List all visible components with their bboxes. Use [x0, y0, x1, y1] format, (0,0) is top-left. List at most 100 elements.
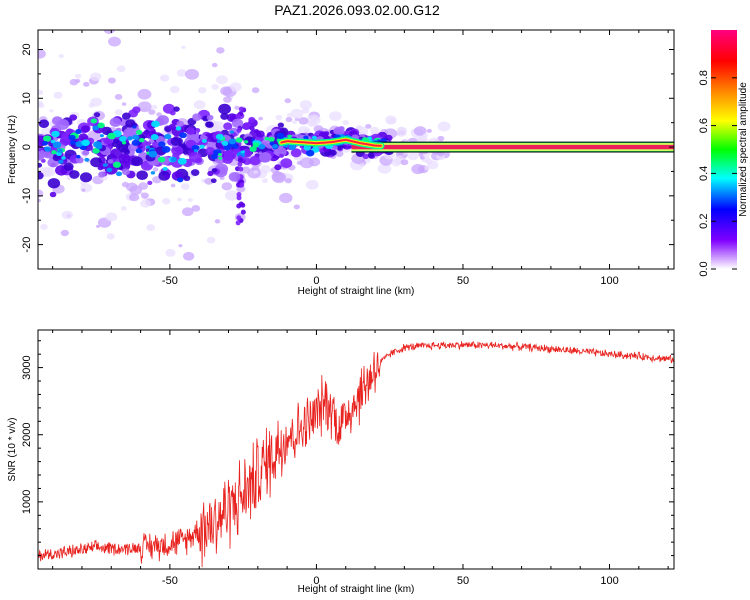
heatmap-cell — [116, 65, 126, 73]
heatmap-cell — [43, 135, 52, 142]
heatmap-cell — [117, 141, 131, 153]
y-tick-label: 3000 — [21, 355, 33, 379]
heatmap-cell — [57, 148, 63, 153]
heatmap-cell — [299, 100, 312, 110]
heatmap-cell — [418, 153, 424, 157]
heatmap-cell — [362, 153, 370, 160]
heatmap-cell — [195, 157, 203, 164]
heatmap-cell — [176, 120, 184, 127]
heatmap-cell — [273, 150, 279, 155]
heatmap-cell — [150, 133, 159, 140]
heatmap-cell — [303, 128, 310, 134]
heatmap-cell — [234, 105, 240, 110]
heatmap-cell — [240, 150, 245, 154]
colorbar — [711, 30, 737, 269]
heatmap-cell — [53, 91, 63, 99]
snr-line-plot — [38, 340, 674, 568]
heatmap-cell — [131, 139, 140, 146]
heatmap-cell — [216, 47, 225, 54]
heatmap-cell — [268, 136, 275, 142]
heatmap-cell — [135, 148, 143, 154]
heatmap-cell — [38, 89, 44, 96]
y-tick-label: 1000 — [21, 490, 33, 514]
heatmap-cell — [118, 153, 131, 164]
heatmap-cell — [170, 183, 176, 188]
heatmap-cell — [103, 30, 115, 34]
heatmap-cell — [274, 164, 282, 171]
heatmap-cell — [109, 117, 122, 128]
heatmap-cell — [391, 159, 402, 167]
heatmap-cell — [74, 73, 82, 79]
heatmap-cell — [369, 126, 380, 134]
heatmap-cell — [60, 229, 70, 237]
heatmap-cell — [178, 244, 183, 248]
colorbar-axes: 0.0 0.2 0.4 0.6 0.8 Normalized spectral ampli… — [698, 70, 749, 276]
y-axis-label: SNR (10 * v/v) — [7, 418, 18, 482]
heatmap-cell — [51, 150, 57, 155]
heatmap-cell — [132, 106, 141, 114]
heatmap-cell — [206, 114, 214, 121]
heatmap-cell — [128, 193, 140, 202]
heatmap-cell — [258, 116, 264, 121]
spectrogram-axes: -50 0 50 100 -20 -10 0 10 20 Height of straight l… — [7, 30, 674, 297]
heatmap-cell — [221, 140, 229, 146]
heatmap-cell — [333, 126, 345, 136]
heatmap-cell — [179, 132, 187, 139]
heatmap-cell — [223, 149, 237, 160]
heatmap-cell — [177, 197, 182, 202]
heatmap-cell — [272, 144, 279, 149]
heatmap-cell — [284, 98, 292, 104]
heatmap-cell — [170, 137, 181, 146]
heatmap-cell — [44, 146, 52, 152]
heatmap-cell — [152, 167, 159, 172]
heatmap-cell — [162, 198, 171, 205]
heatmap-cell — [240, 209, 246, 215]
heatmap-cell — [211, 62, 218, 68]
heatmap-cell — [249, 155, 261, 166]
heatmap-cell — [182, 251, 195, 261]
heatmap-cell — [98, 171, 106, 178]
heatmap-cell — [116, 171, 123, 177]
x-tick-label: -50 — [162, 275, 178, 287]
heatmap-cell — [81, 125, 90, 133]
heatmap-cell — [58, 54, 64, 59]
heatmap-cell — [249, 146, 257, 152]
heatmap-cell — [413, 126, 427, 136]
heatmap-cell — [121, 112, 131, 120]
heatmap-cell — [193, 148, 199, 153]
heatmap-cell — [140, 192, 149, 199]
heatmap-cell — [176, 69, 187, 77]
heatmap-cell — [204, 177, 214, 185]
heatmap-cell — [75, 141, 84, 148]
heatmap-cell — [69, 114, 78, 121]
x-tick-label: 0 — [313, 275, 319, 287]
heatmap-cell — [49, 109, 54, 113]
heatmap-cell — [191, 204, 201, 212]
heatmap-cell — [211, 84, 219, 90]
heatmap-cell — [223, 144, 231, 151]
heatmap-cell — [275, 114, 283, 121]
heatmap-cell — [63, 162, 74, 171]
heatmap-cell — [51, 130, 60, 138]
heatmap-cell — [271, 172, 287, 184]
heatmap-cell — [103, 163, 108, 167]
heatmap-cell — [69, 170, 80, 179]
heatmap-cell — [108, 36, 121, 47]
heatmap-cell — [253, 170, 259, 174]
colorbar-tick-label: 0.4 — [698, 166, 710, 181]
heatmap-cell — [52, 141, 62, 149]
heatmap-cell — [90, 72, 102, 82]
heatmap-cell — [105, 212, 118, 222]
heatmap-cell — [61, 156, 66, 160]
heatmap-cell — [148, 150, 158, 158]
y-tick-label: 0 — [21, 144, 33, 150]
heatmap-cell — [242, 122, 252, 130]
heatmap-cell — [214, 219, 221, 224]
snr-axes: -50 0 50 100 1000 2000 3000 Height of straight … — [7, 330, 674, 595]
heatmap-cell — [205, 146, 215, 155]
heatmap-cell — [248, 116, 256, 123]
heatmap-cell — [290, 148, 302, 158]
heatmap-cell — [311, 135, 317, 140]
heatmap-cell — [82, 140, 89, 146]
heatmap-cell — [237, 161, 243, 167]
